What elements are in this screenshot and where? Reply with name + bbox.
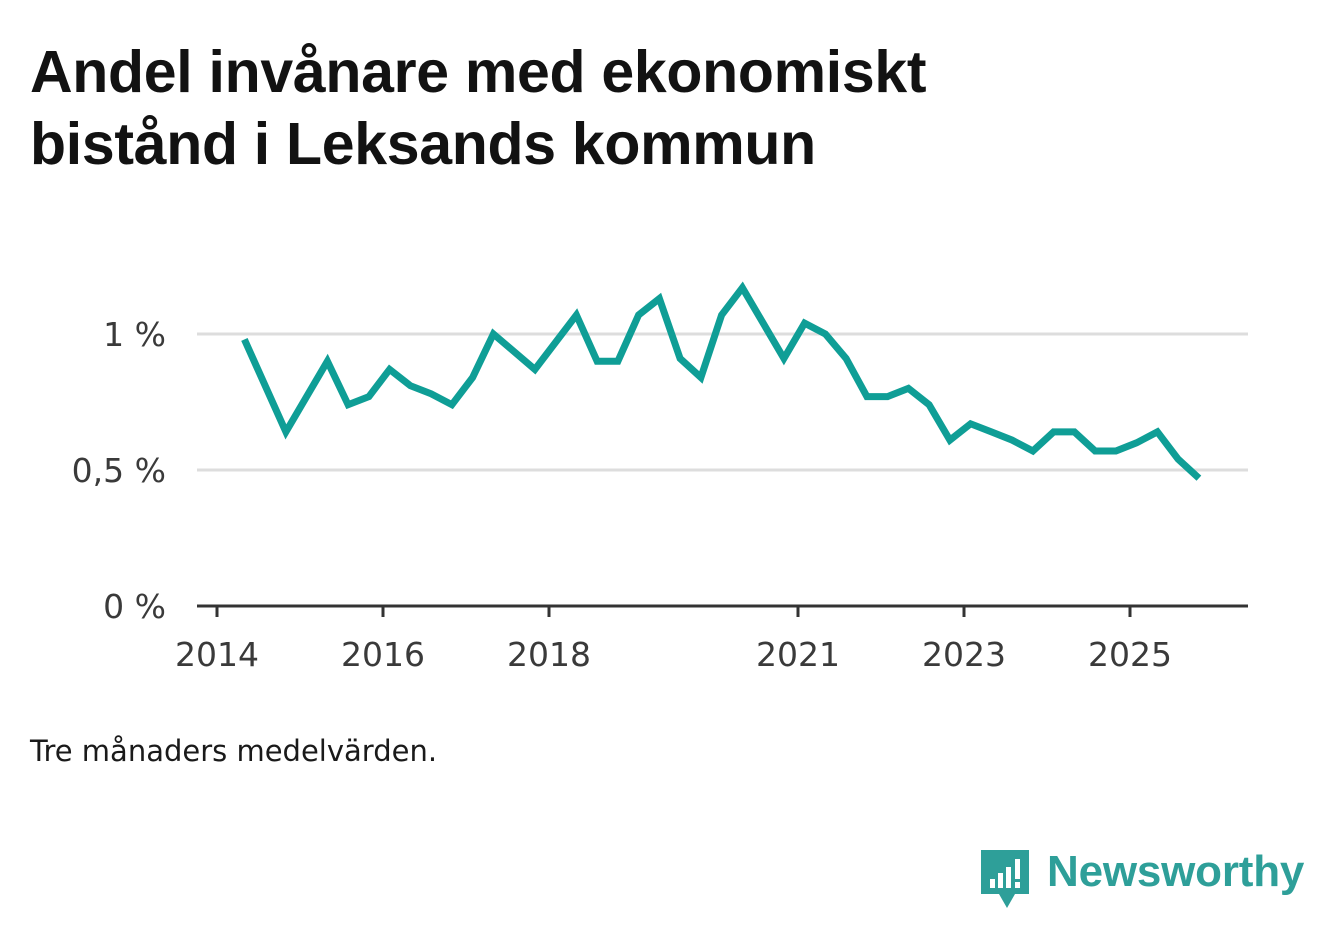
- data-point[interactable]: [945, 435, 955, 445]
- series-layer: [239, 281, 1204, 483]
- data-point[interactable]: [862, 392, 872, 402]
- data-point[interactable]: [281, 427, 291, 437]
- x-axis: 2014 2016 2018 2021 2023 2025: [175, 604, 1248, 674]
- data-point[interactable]: [1049, 427, 1059, 437]
- data-point[interactable]: [634, 310, 644, 320]
- data-point[interactable]: [717, 310, 727, 320]
- data-point[interactable]: [1007, 435, 1017, 445]
- data-point[interactable]: [924, 400, 934, 410]
- data-point[interactable]: [1152, 427, 1162, 437]
- data-point[interactable]: [903, 383, 913, 393]
- data-point[interactable]: [737, 283, 747, 293]
- y-axis-tick-labels: 0 % 0,5 % 1 %: [72, 315, 166, 626]
- data-point[interactable]: [468, 373, 478, 383]
- x-tick-label: 2016: [341, 635, 425, 674]
- data-point[interactable]: [239, 334, 249, 344]
- data-point[interactable]: [779, 353, 789, 363]
- data-point[interactable]: [385, 364, 395, 374]
- data-point[interactable]: [654, 294, 664, 304]
- data-point[interactable]: [883, 392, 893, 402]
- data-point[interactable]: [841, 353, 851, 363]
- newsworthy-logo[interactable]: Newsworthy: [981, 847, 1305, 910]
- x-tick-label: 2025: [1088, 635, 1172, 674]
- data-point[interactable]: [675, 353, 685, 363]
- y-tick-label: 0 %: [103, 587, 166, 626]
- data-point[interactable]: [1069, 427, 1079, 437]
- data-point[interactable]: [1090, 446, 1100, 456]
- data-point[interactable]: [820, 329, 830, 339]
- data-point[interactable]: [530, 364, 540, 374]
- data-point[interactable]: [1194, 473, 1204, 483]
- data-point[interactable]: [322, 356, 332, 366]
- x-tick-label: 2023: [922, 635, 1006, 674]
- newsworthy-logo-icon: [981, 850, 1029, 908]
- data-point[interactable]: [488, 329, 498, 339]
- data-point[interactable]: [405, 381, 415, 391]
- x-tick-label: 2018: [507, 635, 591, 674]
- data-point[interactable]: [1028, 446, 1038, 456]
- chart-title: Andel invånare med ekonomiskt bistånd i …: [30, 39, 927, 177]
- data-point[interactable]: [426, 389, 436, 399]
- data-point[interactable]: [800, 318, 810, 328]
- newsworthy-logo-text: Newsworthy: [1047, 847, 1305, 896]
- y-tick-label: 1 %: [103, 315, 166, 354]
- data-point[interactable]: [966, 419, 976, 429]
- data-point[interactable]: [343, 400, 353, 410]
- data-point[interactable]: [571, 310, 581, 320]
- x-tick-label: 2021: [756, 635, 840, 674]
- chart-footnote: Tre månaders medelvärden.: [30, 734, 438, 768]
- data-point[interactable]: [613, 356, 623, 366]
- data-point[interactable]: [986, 427, 996, 437]
- data-point[interactable]: [592, 356, 602, 366]
- data-point[interactable]: [696, 373, 706, 383]
- data-point[interactable]: [364, 392, 374, 402]
- y-tick-label: 0,5 %: [72, 451, 166, 490]
- data-point[interactable]: [1132, 438, 1142, 448]
- x-tick-label: 2014: [175, 635, 259, 674]
- series-line-0: [241, 281, 1202, 481]
- grid-lines: [197, 332, 1248, 472]
- data-point[interactable]: [447, 400, 457, 410]
- data-point[interactable]: [1173, 454, 1183, 464]
- data-point[interactable]: [1111, 446, 1121, 456]
